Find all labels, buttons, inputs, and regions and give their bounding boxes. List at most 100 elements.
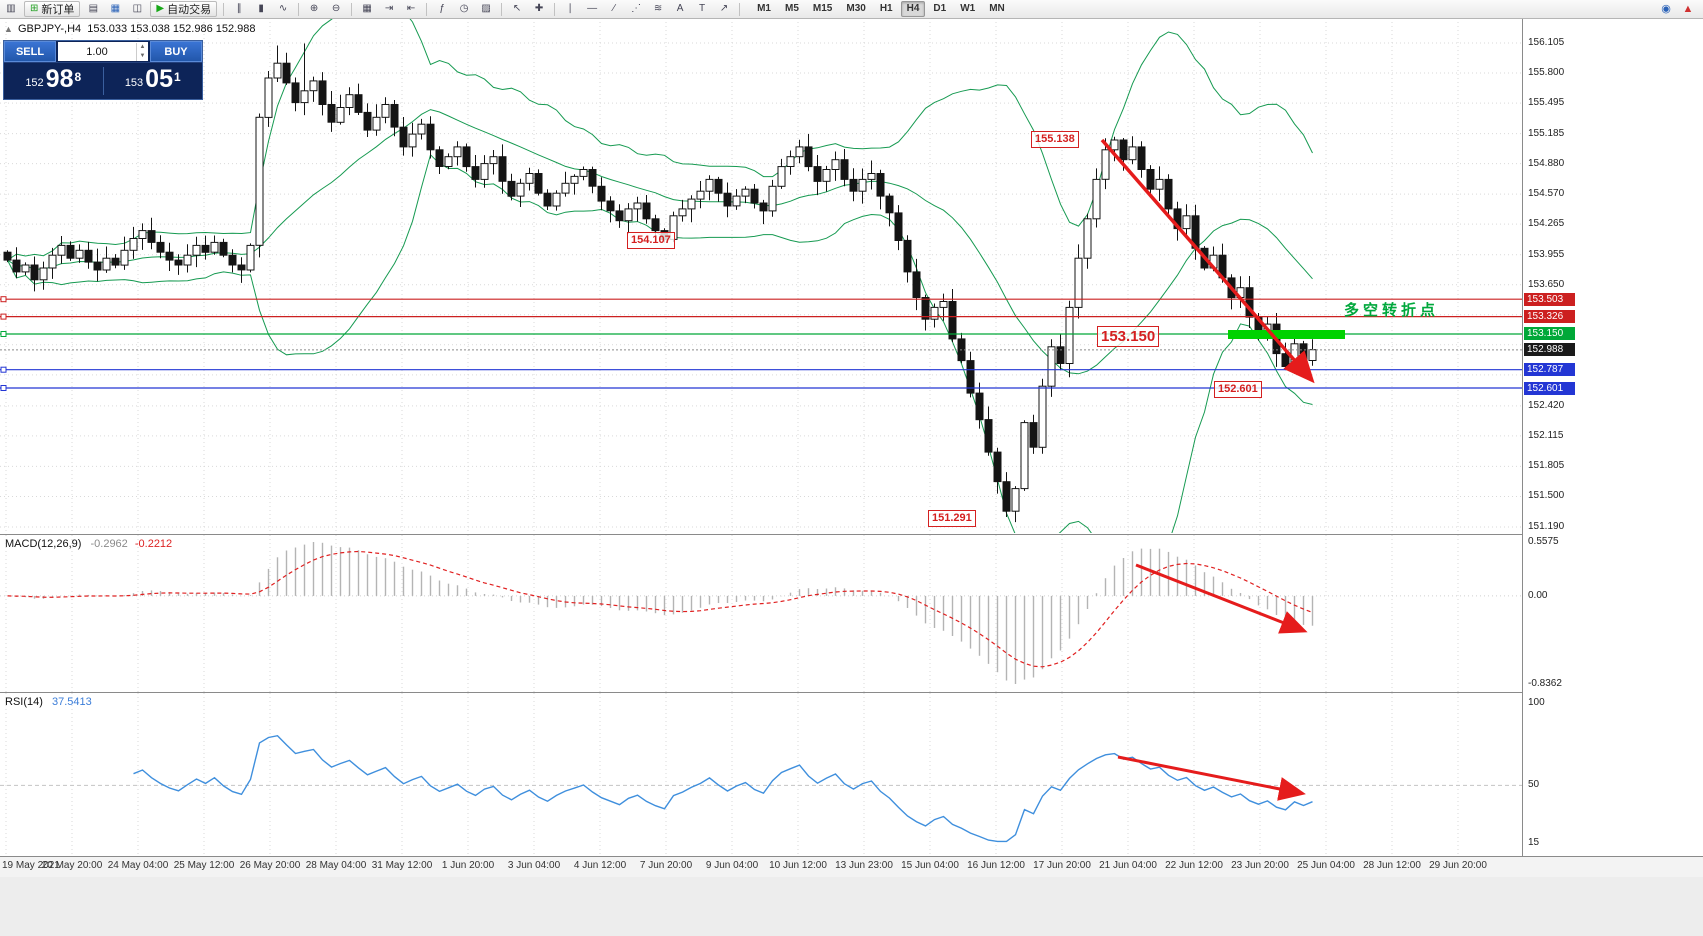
toolbar-separator (426, 2, 428, 16)
auto-scroll-button[interactable]: ⇥ (379, 1, 399, 18)
rsi-panel: RSI(14) 37.5413 (0, 692, 1522, 856)
toolbar-button-label: 自动交易 (167, 4, 212, 16)
status-area (0, 876, 1703, 936)
price-grid-label: 154.265 (1528, 218, 1565, 230)
toolbar-separator (351, 2, 353, 16)
periods-button[interactable]: ◷ (454, 1, 474, 18)
toolbar-separator (223, 2, 225, 16)
sell-button[interactable]: SELL (4, 41, 56, 62)
time-label: 28 Jun 12:00 (1363, 860, 1421, 871)
new-order-button[interactable]: ⊞ 新订单 (24, 1, 81, 17)
rsi-axis-label: 15 (1528, 837, 1540, 848)
time-label: 13 Jun 23:00 (835, 860, 893, 871)
timeframe-mn[interactable]: MN (989, 3, 1005, 14)
trade-panel-price-row: 152 98 8 153 05 1 (4, 63, 202, 99)
macd-axis-label: 0.5575 (1528, 536, 1559, 547)
trendline-button[interactable]: ∕ (604, 1, 624, 18)
chart-shift-button[interactable]: ⇤ (401, 1, 421, 18)
buy-price[interactable]: 153 05 1 (104, 66, 203, 96)
line-chart-button[interactable]: ∿ (273, 1, 293, 18)
vertical-line-button[interactable]: ∣ (560, 1, 580, 18)
swing-price-label: 151.291 (928, 510, 976, 527)
main-grid-layer (0, 18, 1522, 533)
market-watch-button[interactable]: ▦ (105, 1, 125, 18)
price-grid-label: 151.805 (1528, 460, 1565, 472)
rsi-downtrend-arrow[interactable] (1117, 755, 1306, 801)
timeframe-h4[interactable]: H4 (900, 1, 926, 17)
resistance-line-1-anchor[interactable] (0, 296, 7, 303)
crosshair-button[interactable]: ✚ (529, 1, 549, 18)
autotrading-button[interactable]: ▶ 自动交易 (150, 1, 218, 17)
sell-price-pips: 98 (45, 64, 74, 93)
zoom-out-button[interactable]: ⊖ (326, 1, 346, 18)
turning-point-highlight-bar[interactable] (1228, 330, 1345, 339)
scroll-up-icon[interactable]: ▲ (1682, 3, 1694, 15)
swing-price-label: 155.138 (1031, 131, 1079, 148)
macd-downtrend-arrow[interactable] (1135, 563, 1308, 634)
price-grid-label: 155.800 (1528, 67, 1565, 79)
volume-input[interactable]: 1.00 (86, 45, 108, 58)
bar-chart-button[interactable]: ∥ (229, 1, 249, 18)
cursor-icon: ↖ (512, 3, 522, 14)
new-chart-icon: ▥ (6, 3, 16, 14)
arrows-button[interactable]: ↗ (714, 1, 734, 18)
candle-chart-button[interactable]: ▮ (251, 1, 271, 18)
volume-down-button[interactable]: ▼ (139, 52, 146, 59)
price-tag-153326: 153.326 (1524, 310, 1575, 324)
buy-price-figure: 153 (124, 76, 144, 89)
community-icon[interactable]: ◉ (1661, 3, 1671, 15)
chart-ohlc: 153.033 153.038 152.986 152.988 (87, 23, 256, 35)
periods-icon: ◷ (459, 3, 469, 14)
macd-histogram (15, 542, 1314, 684)
volume-box: 1.00 ▲ ▼ (58, 42, 148, 61)
timeframe-h1[interactable]: H1 (879, 3, 893, 14)
channel-button[interactable]: ⋰ (626, 1, 646, 18)
horizontal-line-button[interactable]: ― (582, 1, 602, 18)
time-label: 22 Jun 12:00 (1165, 860, 1223, 871)
profiles-button[interactable]: ▤ (83, 1, 103, 18)
time-axis: 19 May 2021 20 May 20:00 24 May 04:00 25 Ma… (0, 856, 1703, 877)
timeframe-d1[interactable]: D1 (933, 3, 947, 14)
indicators-button[interactable]: ƒ (432, 1, 452, 18)
time-label: 25 Jun 04:00 (1297, 860, 1355, 871)
bar-chart-icon: ∥ (236, 3, 242, 14)
tile-windows-icon: ▦ (362, 3, 372, 14)
sell-price[interactable]: 152 98 8 (4, 64, 103, 96)
templates-button[interactable]: ▨ (476, 1, 496, 18)
text-button[interactable]: A (670, 1, 690, 18)
support-line-1-anchor[interactable] (0, 366, 7, 373)
downtrend-arrow[interactable] (1100, 138, 1315, 384)
time-label: 28 May 04:00 (305, 860, 367, 871)
macd-signal-value: -0.2212 (134, 538, 173, 550)
price-grid-label: 152.115 (1528, 429, 1564, 441)
timeframe-m30[interactable]: M30 (846, 3, 866, 14)
tile-windows-button[interactable]: ▦ (357, 1, 377, 18)
time-label: 29 Jun 20:00 (1429, 860, 1487, 871)
timeframe-m5[interactable]: M5 (785, 3, 799, 14)
volume-up-button[interactable]: ▲ (139, 43, 146, 50)
cursor-button[interactable]: ↖ (507, 1, 527, 18)
toolbar-button-label: 新订单 (41, 4, 75, 16)
time-label: 7 Jun 20:00 (639, 860, 693, 871)
support-line-2-anchor[interactable] (0, 385, 7, 391)
fibonacci-button[interactable]: ≋ (648, 1, 668, 18)
chart-quote-line: ▲ GBPJPY-,H4 153.033 153.038 152.986 152… (4, 23, 256, 35)
pivot-line-anchor[interactable] (0, 331, 7, 337)
timeframe-m1[interactable]: M1 (757, 3, 771, 14)
toolbar-right-icons: ◉ ▲ (1655, 1, 1699, 18)
rsi-header: RSI(14) 37.5413 (5, 696, 92, 708)
data-window-button[interactable]: ◫ (127, 1, 147, 18)
time-label: 1 Jun 20:00 (441, 860, 495, 871)
timeframe-m15[interactable]: M15 (812, 3, 833, 14)
new-chart-button[interactable]: ▥ (1, 1, 21, 18)
buy-button[interactable]: BUY (150, 41, 202, 62)
macd-signal-line (7, 550, 1313, 668)
price-grid-label: 154.880 (1528, 157, 1565, 169)
zoom-in-button[interactable]: ⊕ (304, 1, 324, 18)
resistance-line-2-anchor[interactable] (0, 313, 7, 320)
chart-shift-icon: ⇤ (406, 3, 416, 14)
zoom-out-icon: ⊖ (331, 3, 341, 14)
label-button[interactable]: T (692, 1, 712, 18)
toolbar: ▥ ⊞ 新订单 ▤ ▦ ◫ ▶ 自动交易 ∥ ▮ ∿ ⊕ ⊖ ▦ ⇥ ⇤ ƒ ◷ ▨ ↖ ✚ ∣ ― ∕ ⋰ ≋ A T ↗ M1 M5 M… (0, 0, 1703, 19)
timeframe-w1[interactable]: W1 (960, 3, 976, 14)
